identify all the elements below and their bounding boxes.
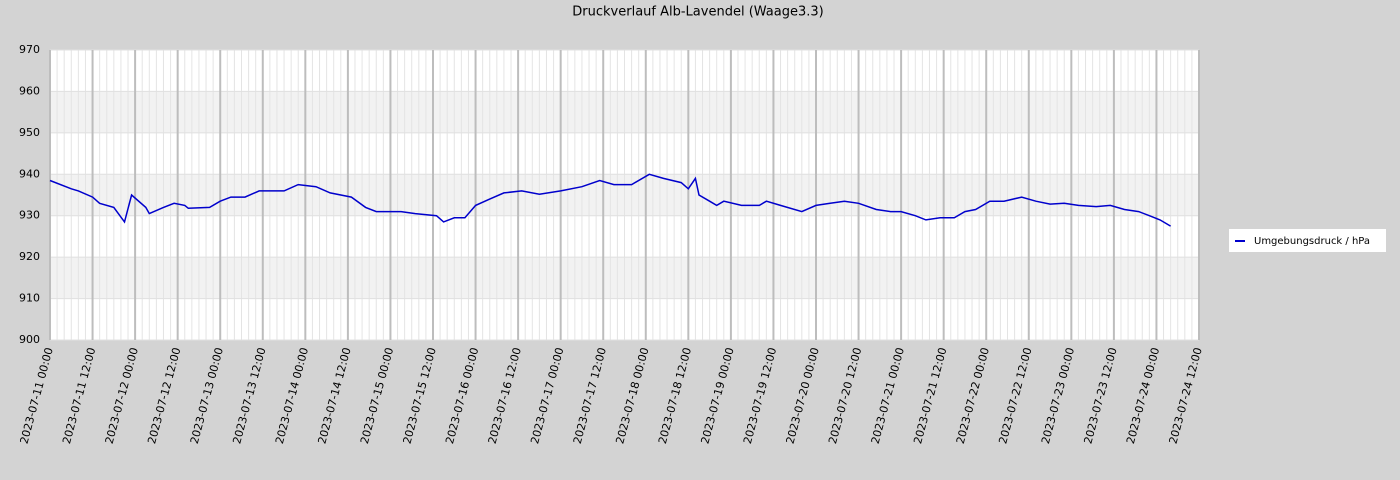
y-tick-label: 960 — [19, 84, 40, 97]
y-tick-label: 930 — [19, 209, 40, 222]
y-tick-label: 950 — [19, 126, 40, 139]
y-tick-label: 940 — [19, 167, 40, 180]
legend-box — [1229, 229, 1386, 252]
y-tick-label: 900 — [19, 333, 40, 346]
chart-title: Druckverlauf Alb-Lavendel (Waage3.3) — [572, 5, 823, 20]
y-tick-label: 970 — [19, 43, 40, 56]
legend-label: Umgebungsdruck / hPa — [1254, 236, 1370, 247]
y-tick-label: 910 — [19, 292, 40, 305]
data-line — [49, 173, 1171, 227]
y-tick-label: 920 — [19, 250, 40, 263]
